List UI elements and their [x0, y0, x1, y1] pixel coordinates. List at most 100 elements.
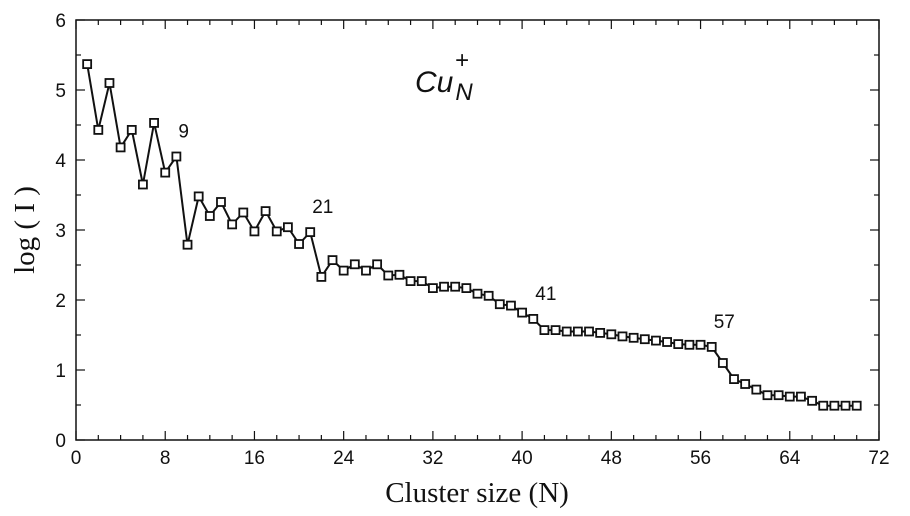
- data-point: [506, 300, 516, 311]
- peak-label: 57: [714, 312, 735, 333]
- data-point: [383, 270, 394, 281]
- data-point: [461, 283, 472, 294]
- data-point: [450, 281, 461, 292]
- y-tick-label: 0: [55, 431, 66, 452]
- peak-label: 9: [178, 122, 189, 143]
- data-point: [494, 299, 505, 310]
- data-point: [216, 197, 226, 207]
- data-point: [539, 325, 550, 336]
- data-point: [416, 276, 427, 287]
- data-point: [483, 290, 494, 301]
- data-point: [561, 326, 572, 337]
- y-tick-label: 6: [55, 11, 66, 32]
- peak-label: 21: [312, 197, 333, 218]
- x-tick-label: 72: [868, 448, 889, 469]
- x-tick-label: 48: [601, 448, 622, 469]
- data-point: [126, 125, 137, 135]
- data-point: [427, 283, 438, 294]
- data-point: [517, 307, 528, 318]
- data-point: [784, 391, 795, 402]
- data-point: [160, 167, 171, 178]
- data-point: [695, 339, 706, 350]
- x-tick-label: 56: [690, 448, 711, 469]
- data-point: [338, 265, 349, 276]
- data-point: [294, 239, 304, 249]
- y-tick-labels: 0 1 2 3 4 5 6: [55, 11, 66, 452]
- data-point: [829, 400, 840, 411]
- x-axis-title: Cluster size (N): [385, 477, 569, 509]
- x-tick-label: 16: [244, 448, 265, 469]
- data-point: [472, 288, 483, 299]
- data-point: [316, 271, 327, 282]
- data-point: [796, 391, 806, 402]
- data-point: [662, 337, 672, 347]
- x-tick-labels: 0 8 16 24 32 40 48 56 64 72: [71, 448, 890, 469]
- plot-frame: [75, 19, 880, 441]
- data-point: [751, 384, 762, 395]
- x-tick-label: 8: [160, 448, 171, 469]
- data-point: [851, 400, 862, 411]
- series-line: [86, 63, 857, 407]
- x-tick-label: 32: [422, 448, 443, 469]
- data-point: [706, 341, 717, 352]
- y-tick-label: 5: [55, 81, 66, 102]
- axis-ticks: [75, 19, 880, 441]
- data-markers: [82, 59, 862, 411]
- data-point: [283, 222, 293, 233]
- data-point: [227, 219, 238, 230]
- x-tick-label: 40: [512, 448, 533, 469]
- data-point: [149, 118, 159, 128]
- data-point: [617, 331, 628, 342]
- data-point: [628, 332, 639, 343]
- data-point: [773, 390, 784, 401]
- peak-annotations: 9 21 41 57: [178, 122, 734, 333]
- data-point: [550, 325, 561, 336]
- data-point: [171, 151, 182, 162]
- y-tick-label: 2: [55, 291, 66, 312]
- data-point: [104, 78, 115, 88]
- data-point: [405, 276, 416, 287]
- data-point: [807, 395, 817, 406]
- data-point: [271, 226, 282, 237]
- data-point: [572, 326, 583, 337]
- data-point: [115, 142, 126, 153]
- data-point: [372, 259, 383, 270]
- data-point: [193, 191, 204, 202]
- data-point: [138, 179, 148, 190]
- data-point: [238, 207, 249, 218]
- x-tick-label: 24: [333, 448, 355, 469]
- x-tick-label: 64: [779, 448, 801, 469]
- data-point: [394, 269, 405, 280]
- data-point: [584, 326, 594, 337]
- data-point: [361, 265, 371, 276]
- peak-label: 41: [535, 284, 556, 305]
- data-point: [82, 59, 93, 69]
- data-point: [840, 400, 851, 411]
- data-point: [182, 239, 193, 250]
- y-tick-label: 1: [55, 361, 66, 382]
- y-tick-label: 4: [55, 151, 66, 172]
- data-point: [684, 339, 695, 350]
- data-point: [305, 227, 316, 238]
- x-tick-label: 0: [71, 448, 82, 469]
- data-point: [260, 206, 271, 217]
- y-axis-title: log ( I ): [9, 186, 41, 274]
- data-point: [439, 281, 449, 292]
- data-point: [204, 211, 215, 221]
- data-point: [528, 313, 539, 324]
- species-label: CuN+: [415, 47, 473, 106]
- data-point: [673, 339, 684, 350]
- data-point: [349, 259, 360, 270]
- data-point: [762, 390, 773, 401]
- data-point: [606, 329, 617, 340]
- data-point: [740, 379, 751, 389]
- y-tick-label: 3: [55, 221, 66, 242]
- data-point: [729, 374, 739, 385]
- data-point: [818, 400, 829, 411]
- data-point: [249, 226, 260, 237]
- data-point: [651, 335, 661, 346]
- data-point: [595, 327, 606, 338]
- data-point: [93, 125, 104, 135]
- data-point: [639, 334, 650, 345]
